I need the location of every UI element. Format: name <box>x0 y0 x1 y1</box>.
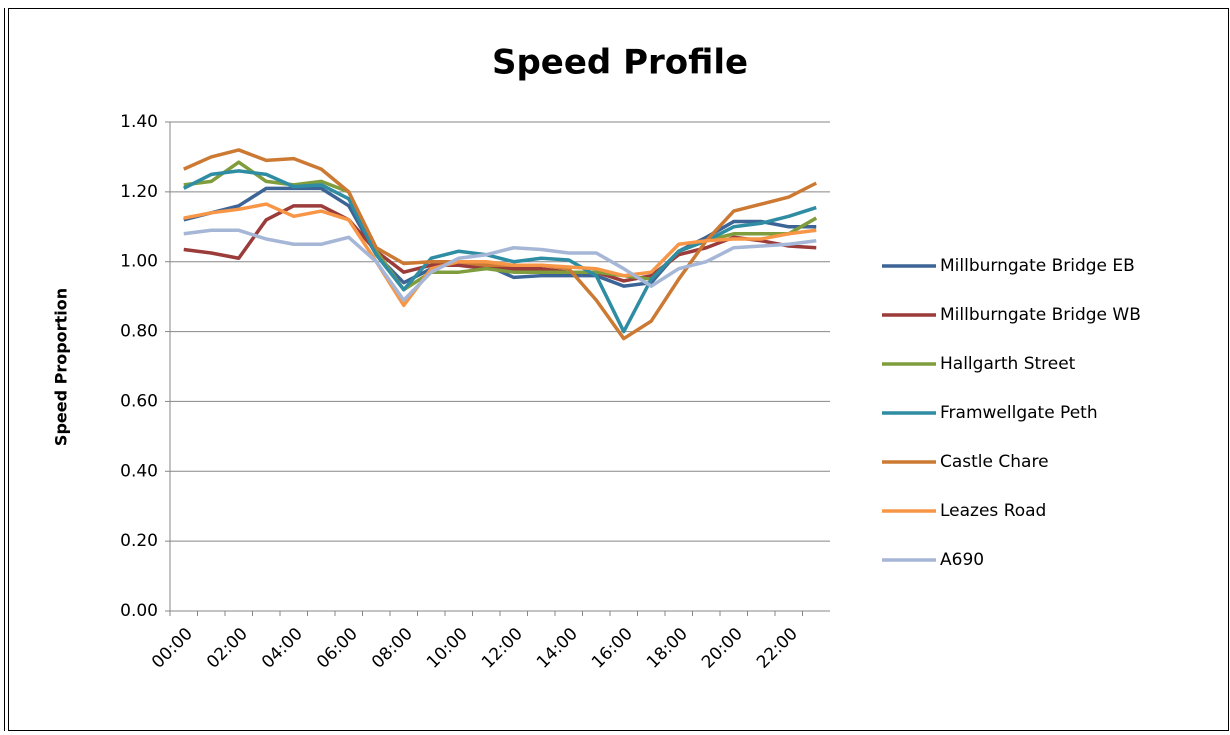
chart-title: Speed Profile <box>492 43 748 83</box>
series-line <box>183 228 817 302</box>
legend-label: Millburngate Bridge WB <box>940 305 1141 325</box>
y-tick-label: 0.00 <box>120 601 158 621</box>
y-tick-label: 1.00 <box>120 252 158 272</box>
y-tick-label: 1.40 <box>120 112 158 132</box>
series-line <box>182 169 817 334</box>
y-tick-label: 0.40 <box>120 461 158 481</box>
legend-label: Framwellgate Peth <box>940 403 1098 423</box>
y-axis-label: Speed Proportion <box>52 288 71 446</box>
series-line <box>183 202 817 308</box>
chart-frame <box>8 8 1229 731</box>
y-tick-label: 0.20 <box>120 531 158 551</box>
legend-label: Hallgarth Street <box>940 354 1076 374</box>
y-tick-label: 1.20 <box>120 182 158 202</box>
legend-label: Leazes Road <box>940 501 1046 521</box>
y-tick-label: 0.60 <box>120 391 158 411</box>
legend-label: Castle Chare <box>940 452 1049 472</box>
legend-label: A690 <box>940 550 984 570</box>
y-tick-label: 0.80 <box>120 322 158 342</box>
legend-label: Millburngate Bridge EB <box>940 256 1135 276</box>
